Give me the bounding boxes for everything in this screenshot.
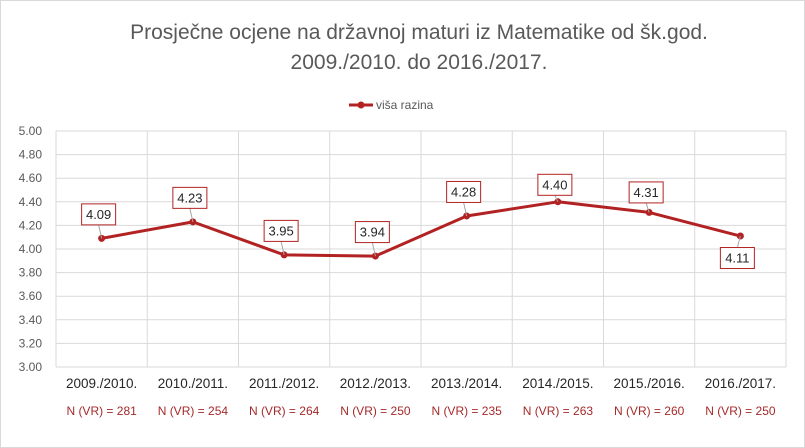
x-tick-label: 2014./2015.: [522, 376, 593, 391]
data-label-leader: [371, 242, 376, 257]
sample-size-label: N (VR) = 254: [158, 404, 229, 418]
data-label: 3.94: [360, 225, 385, 240]
chart-title-line-1: Prosječne ocjene na državnoj maturi iz M…: [130, 21, 708, 44]
x-tick-label: 2012./2013.: [340, 376, 411, 391]
data-label: 4.09: [86, 207, 111, 222]
gridlines: [55, 130, 787, 368]
data-point: [371, 252, 379, 260]
sample-size-label: N (VR) = 264: [249, 404, 320, 418]
data-label: 4.28: [451, 184, 476, 199]
data-label: 3.95: [268, 223, 293, 238]
data-label-box: [628, 181, 664, 204]
legend-marker-swatch: [357, 101, 365, 109]
sample-size-label: N (VR) = 263: [523, 404, 594, 418]
sample-size-label: N (VR) = 281: [66, 404, 137, 418]
data-label-leader: [645, 202, 650, 213]
data-label: 4.31: [633, 185, 658, 200]
x-tick-label: 2010./2011.: [158, 376, 228, 391]
y-axis-ticks: 3.00 3.20 3.40 3.60 3.80 4.00 4.20 4.40 4.60 4.80…: [19, 124, 43, 374]
data-label-box: [81, 203, 117, 226]
data-label-leader: [463, 202, 468, 217]
sample-size-label: N (VR) = 235: [431, 404, 502, 418]
y-tick-label: 4.40: [19, 195, 43, 209]
y-tick-label: 3.20: [19, 336, 43, 350]
data-label-box: [172, 186, 208, 209]
y-tick-label: 4.80: [19, 148, 43, 162]
data-label: 4.23: [177, 190, 202, 205]
y-tick-label: 3.80: [19, 266, 43, 280]
data-label-leader: [98, 224, 103, 239]
y-tick-label: 4.20: [19, 218, 43, 232]
data-label-box: [537, 173, 573, 196]
data-label-box: [354, 221, 390, 244]
sample-size-label: N (VR) = 250: [705, 404, 776, 418]
x-tick-label: 2016./2017.: [705, 376, 776, 391]
chart-title-line-2: 2009./2010. do 2016./2017.: [291, 51, 548, 74]
sample-size-label: N (VR) = 250: [340, 404, 411, 418]
x-tick-label: 2009./2010.: [66, 376, 137, 391]
x-axis-ticks: 2009./2010. 2010./2011. 2011./2012. 2012./2…: [66, 376, 776, 391]
x-tick-label: 2013./2014.: [431, 376, 502, 391]
sample-size-label: N (VR) = 260: [614, 404, 685, 418]
y-tick-label: 5.00: [19, 124, 43, 138]
data-label-leader: [736, 235, 741, 248]
x-tick-label: 2015./2016.: [613, 376, 684, 391]
sample-size-annotations: N (VR) = 281 N (VR) = 254 N (VR) = 264 N (V…: [66, 404, 775, 418]
y-tick-label: 4.00: [19, 242, 43, 256]
chart-title: Prosječne ocjene na državnoj maturi iz M…: [130, 21, 708, 74]
data-label-box: [263, 219, 299, 242]
data-label-box: [446, 180, 482, 203]
data-label-box: [719, 247, 755, 270]
data-label-leader: [189, 208, 194, 222]
y-tick-label: 3.00: [19, 360, 43, 374]
legend: viša razina: [349, 98, 434, 112]
data-label-leader: [280, 241, 285, 256]
data-label: 4.40: [542, 177, 567, 192]
series-line: [101, 200, 741, 258]
y-tick-label: 3.40: [19, 313, 43, 327]
y-tick-label: 4.60: [19, 171, 43, 185]
x-tick-label: 2011./2012.: [249, 376, 319, 391]
data-label: 4.11: [725, 251, 749, 266]
data-label-leader: [554, 195, 559, 203]
legend-label: viša razina: [376, 98, 434, 112]
y-tick-label: 3.60: [19, 289, 43, 303]
data-labels: 4.09 4.23 3.95 3.94 4.28 4.40 4.31 4.11: [81, 173, 755, 270]
